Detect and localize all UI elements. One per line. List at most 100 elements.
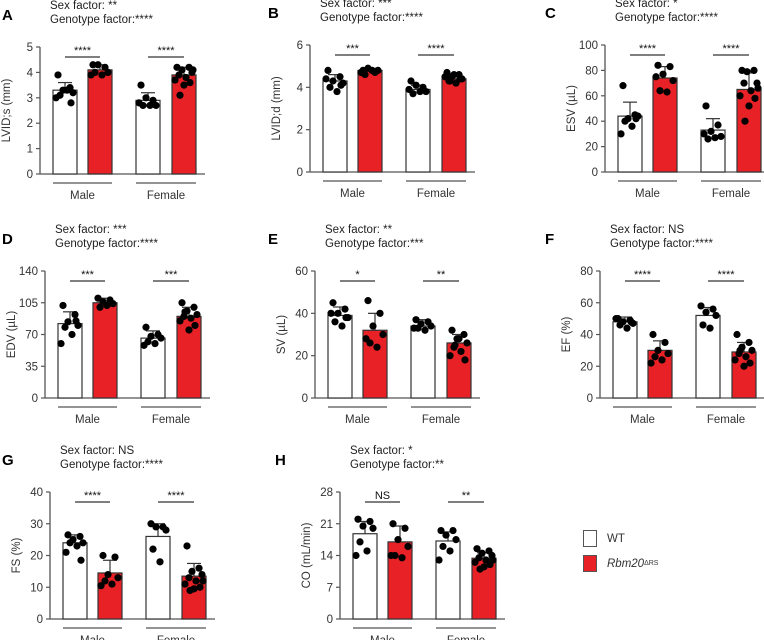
y-tick-label: 140 <box>19 266 38 278</box>
genotype-factor-label: Genotype factor:**** <box>610 238 713 250</box>
data-point <box>621 117 629 125</box>
data-point <box>94 294 102 302</box>
data-point <box>460 330 468 339</box>
data-point <box>699 321 707 329</box>
data-point <box>137 81 145 89</box>
data-point <box>185 326 193 334</box>
data-point <box>407 77 415 85</box>
data-point <box>76 532 84 541</box>
data-point <box>175 71 183 79</box>
y-tick-label: 60 <box>585 91 598 103</box>
y-tick-label: 3 <box>27 93 33 105</box>
data-point <box>612 315 620 323</box>
data-point <box>446 547 454 555</box>
data-point <box>147 332 155 340</box>
data-point <box>62 548 70 556</box>
data-point <box>405 85 413 94</box>
data-point <box>654 346 662 354</box>
sex-factor-label: Sex factor: *** <box>55 224 127 236</box>
data-point <box>389 520 397 528</box>
data-point <box>103 301 111 310</box>
significance-label: **** <box>427 43 445 55</box>
data-point <box>94 61 102 69</box>
data-point <box>369 524 377 532</box>
data-point <box>373 343 381 351</box>
x-category-label: Male <box>635 188 660 200</box>
data-point <box>666 62 674 71</box>
y-axis-label: CO (mL/min) <box>301 522 313 588</box>
y-tick-label: 14 <box>320 551 333 563</box>
genotype-factor-label: Genotype factor:**** <box>55 238 158 250</box>
y-tick-label: 2 <box>27 118 33 130</box>
data-point <box>111 553 119 561</box>
data-point <box>142 94 150 102</box>
data-point <box>135 99 143 107</box>
data-point <box>181 308 189 316</box>
data-point <box>190 303 198 311</box>
data-point <box>742 353 750 361</box>
x-category-label: Female <box>712 188 750 200</box>
data-point <box>114 574 122 582</box>
y-tick-label: 40 <box>30 487 43 499</box>
data-point <box>162 526 170 534</box>
significance-label: * <box>355 269 360 281</box>
data-point <box>52 94 60 102</box>
bar-wt-male <box>322 80 348 173</box>
data-point <box>451 341 459 349</box>
data-point <box>193 310 201 319</box>
y-tick-label: 30 <box>30 519 43 531</box>
data-point <box>96 303 104 311</box>
data-point <box>717 132 725 141</box>
data-point <box>394 536 402 544</box>
y-axis-label: LVID;s (mm) <box>1 78 13 142</box>
data-point <box>369 322 377 330</box>
data-point <box>455 335 463 343</box>
data-point <box>422 87 430 96</box>
panel-letter: D <box>2 231 13 248</box>
data-point <box>322 75 330 83</box>
data-point <box>746 359 754 367</box>
sex-factor-label: Sex factor: * <box>350 445 413 457</box>
data-point <box>754 84 762 92</box>
data-point <box>356 538 364 546</box>
data-point <box>181 580 189 588</box>
data-point <box>401 524 409 532</box>
significance-label: **** <box>722 43 740 55</box>
data-point <box>712 311 720 320</box>
y-tick-label: 5 <box>27 42 33 54</box>
data-point <box>747 87 755 95</box>
y-tick-label: 0 <box>327 614 333 626</box>
data-point <box>627 318 635 326</box>
bar-ko-female <box>171 74 197 175</box>
data-point <box>709 305 717 313</box>
data-point <box>338 322 346 330</box>
significance-label: ** <box>462 490 471 502</box>
panel-g: G Sex factor: NS Genotype factor:**** 0 10 20… <box>2 445 215 640</box>
data-point <box>64 531 72 539</box>
legend-item-ko: Rbm20 ΔRS <box>583 555 658 572</box>
y-tick-label: 80 <box>585 65 598 77</box>
bar-wt-male <box>327 314 353 399</box>
y-axis-label: EF (%) <box>561 316 573 352</box>
y-tick-label: 0 <box>37 614 43 626</box>
y-tick-label: 0 <box>27 169 33 181</box>
x-category-label: Male <box>75 414 100 426</box>
panel-f: F Sex factor: NS Genotype factor:**** 0 20 40… <box>545 224 764 426</box>
panel-e: E Sex factor: ** Genotype factor:*** 0 20 40 6… <box>268 224 480 426</box>
data-point <box>376 309 384 317</box>
data-point <box>740 362 748 370</box>
y-tick-label: 6 <box>297 40 303 52</box>
data-point <box>651 353 659 361</box>
data-point <box>661 338 669 347</box>
bar-wt-female <box>410 325 436 399</box>
panel-d: D Sex factor: *** Genotype factor:**** 0 35 7… <box>2 224 210 426</box>
x-category-label: Male <box>340 188 365 200</box>
data-point <box>750 66 758 74</box>
sex-factor-label: Sex factor: ** <box>50 0 118 12</box>
data-point <box>69 89 77 97</box>
y-tick-label: 0 <box>587 393 593 405</box>
panel-letter: G <box>2 452 14 469</box>
data-point <box>146 101 154 110</box>
panel-letter: A <box>2 7 13 24</box>
